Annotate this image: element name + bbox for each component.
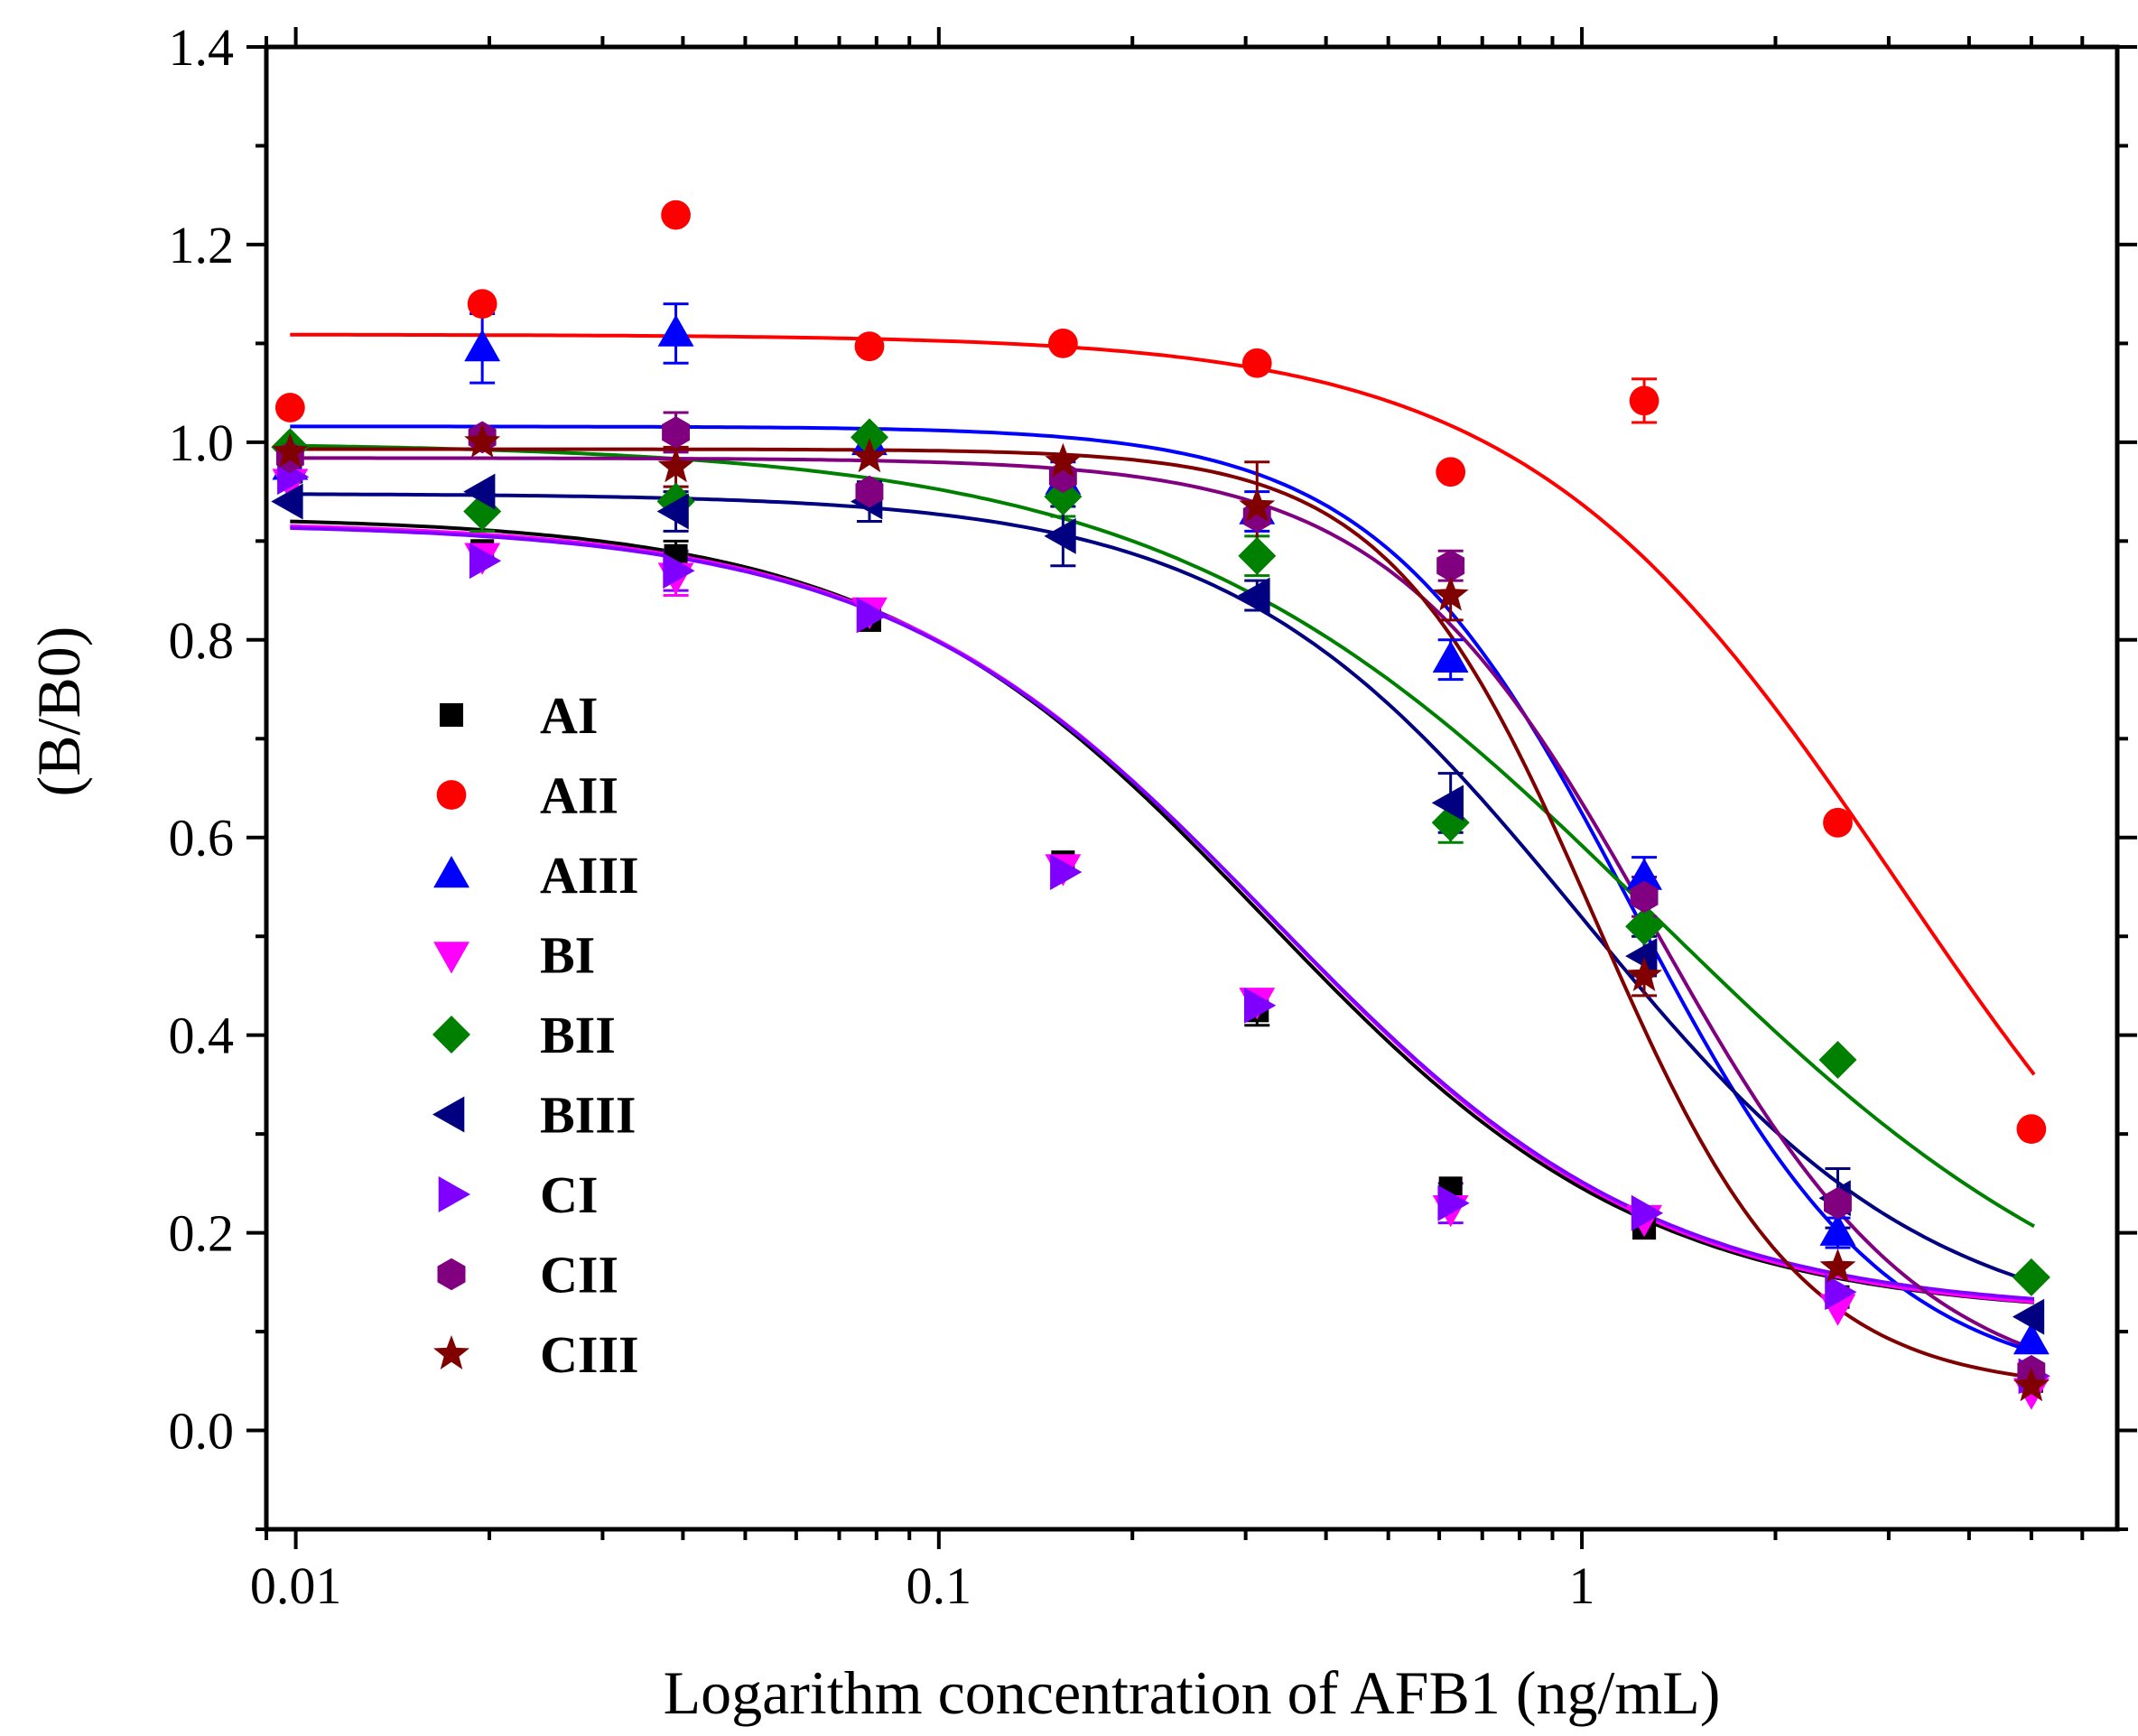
data-point-CIII [657,448,694,483]
fit-curve-AII [290,332,2036,1076]
data-point-AII [1436,457,1466,487]
data-point-CIII [2013,1367,2050,1402]
data-point-CIII [1239,487,1276,522]
legend-label-BIII: BIII [540,1086,636,1145]
data-point-BII [1238,536,1277,575]
data-point-AIII [2013,1323,2050,1355]
data-point-CI [1631,1194,1664,1231]
data-point-AII [467,289,497,319]
y-tick-label: 0.0 [169,1402,235,1461]
legend-marker-CI [438,1176,470,1212]
data-point-BIII [2012,1298,2045,1335]
fit-curve-BII [290,443,2035,1229]
data-point-CIII [1626,957,1663,991]
data-point-AIII [464,329,501,362]
fit-curve-AI [290,519,2035,1304]
data-point-AII [661,200,691,230]
data-point-CII [1436,549,1465,582]
data-point-AII [274,393,305,422]
legend-label-AI: AI [540,686,598,745]
legend-label-AIII: AIII [540,846,639,905]
legend-label-CIII: CIII [540,1325,639,1384]
legend-label-AII: AII [540,766,618,825]
y-tick-label: 0.2 [169,1204,235,1263]
legend-marker-BI [433,942,469,974]
data-point-BIII [463,473,496,510]
fit-curves [290,332,2036,1379]
data-point-AII [2016,1114,2047,1145]
data-point-AIII [1432,640,1469,673]
data-point-BII [1818,1041,1857,1079]
fit-curve-CI [290,525,2035,1301]
data-point-CII [1630,880,1659,914]
data-point-BII [851,418,888,457]
data-point-CIII [1432,576,1469,611]
data-point-AII [1241,348,1272,378]
legend-marker-AI [439,702,464,728]
data-point-AII [1047,329,1078,358]
data-point-CII [1824,1186,1852,1220]
y-tick-label: 1.2 [169,216,235,274]
data-point-BIII [1044,517,1076,554]
data-markers [271,200,2050,1410]
data-point-CII [662,416,690,449]
y-tick-label: 1.4 [169,18,235,77]
legend-label-CI: CI [540,1165,598,1224]
y-tick-label: 1.0 [169,413,235,472]
data-point-CIII [272,432,309,468]
x-axis-ticks: 0.01 0.1 1 [250,27,2085,1615]
data-point-BIII [271,483,303,520]
fit-curve-CII [290,456,2035,1351]
data-point-AII [854,331,885,362]
legend-marker-AIII [433,856,469,888]
data-point-BII [2012,1258,2050,1296]
fit-curve-CIII [290,447,2035,1379]
fit-curve-AIII [290,424,2035,1354]
data-point-BIII [1238,577,1270,614]
x-tick-label: 1 [1569,1556,1595,1615]
legend-marker-BII [432,1016,470,1054]
legend-marker-CIII [433,1335,469,1369]
y-axis-title: (B/B0) [24,627,93,797]
y-axis-ticks: 0.0 0.2 0.4 0.6 0.8 1.0 1.2 1.4 [169,18,2137,1531]
x-axis-title: Logarithm concentration of AFB1 (ng/mL) [664,1658,1721,1727]
data-point-CI [1244,987,1277,1024]
legend-marker-BIII [432,1096,465,1133]
data-point-BII [1625,907,1664,946]
y-tick-label: 0.8 [169,611,235,670]
data-point-AII [1823,807,1853,838]
legend-label-BI: BI [540,926,595,985]
legend-marker-CII [437,1258,466,1291]
data-point-CIII [1819,1248,1856,1283]
data-point-AII [1629,385,1659,416]
y-tick-label: 0.4 [169,1007,235,1065]
x-tick-label: 0.1 [906,1556,972,1615]
legend-label-CII: CII [540,1246,618,1304]
legend-label-BII: BII [540,1006,616,1064]
data-point-CI [1437,1184,1470,1221]
data-point-CI [663,552,695,589]
legend: AI AII AIII BI BII BIII CI CII CIII [432,686,639,1384]
data-point-BIII [656,493,689,530]
data-point-CIII [1045,442,1082,478]
data-point-CII [855,475,884,508]
data-point-CI [856,597,888,634]
data-point-AIII [1819,1213,1856,1246]
data-point-AIII [657,314,694,347]
x-tick-label: 0.01 [250,1556,342,1615]
data-point-AIII [1626,858,1662,890]
data-point-BIII [1625,938,1658,974]
data-point-CI [1825,1274,1857,1311]
data-point-CI [1050,854,1083,890]
plot-frame [264,44,2120,1532]
data-point-BIII [1431,784,1464,822]
legend-marker-AII [436,780,467,810]
data-point-CIII [851,438,888,473]
data-point-CI [469,543,502,580]
fit-curve-BIII [290,492,2035,1285]
data-point-CIII [464,422,501,458]
y-tick-label: 0.6 [169,809,235,868]
